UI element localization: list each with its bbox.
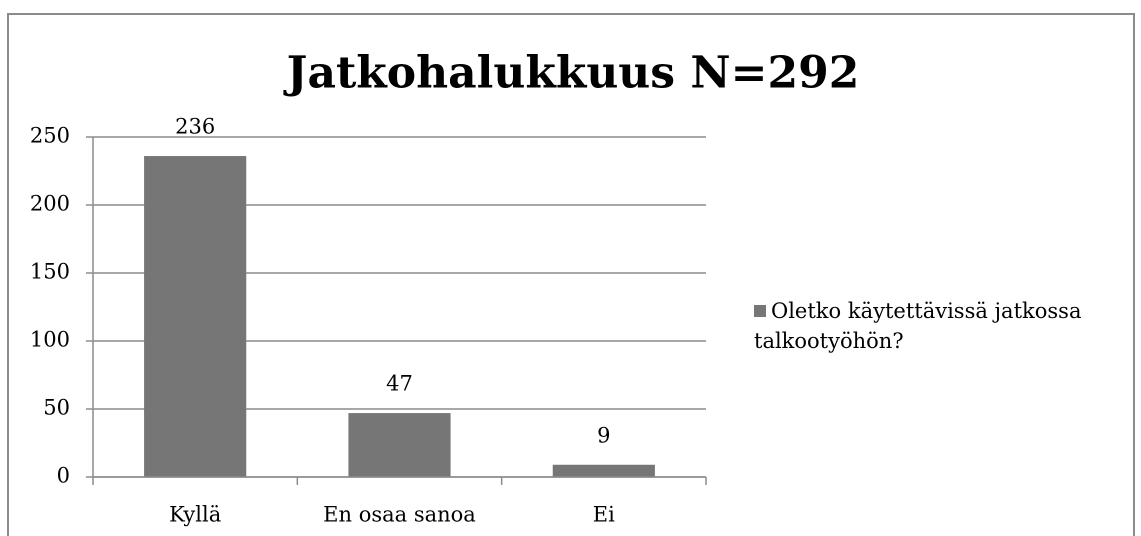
data-label: 47 xyxy=(386,372,413,396)
x-tick-label: En osaa sanoa xyxy=(323,503,476,527)
data-label: 9 xyxy=(597,423,610,447)
x-tick-label: Ei xyxy=(593,503,615,527)
y-tick-label: 100 xyxy=(30,328,70,352)
legend-swatch xyxy=(754,305,766,317)
bar xyxy=(144,156,247,478)
y-tick-label: 200 xyxy=(30,192,70,216)
x-tick-label: Kyllä xyxy=(169,503,221,527)
chart-title: Jatkohalukkuus N=292 xyxy=(283,48,860,99)
bar xyxy=(348,413,451,477)
data-label: 236 xyxy=(175,115,215,139)
y-tick-label: 150 xyxy=(30,260,70,284)
y-tick-label: 250 xyxy=(30,124,70,148)
legend: Oletko käytettävissä jatkossa talkootyöh… xyxy=(754,296,1124,356)
chart-frame xyxy=(7,13,1135,536)
legend-label: Oletko käytettävissä jatkossa talkootyöh… xyxy=(754,299,1082,353)
y-tick-label: 0 xyxy=(57,464,70,488)
y-tick-label: 50 xyxy=(43,396,70,420)
bar xyxy=(552,464,655,477)
